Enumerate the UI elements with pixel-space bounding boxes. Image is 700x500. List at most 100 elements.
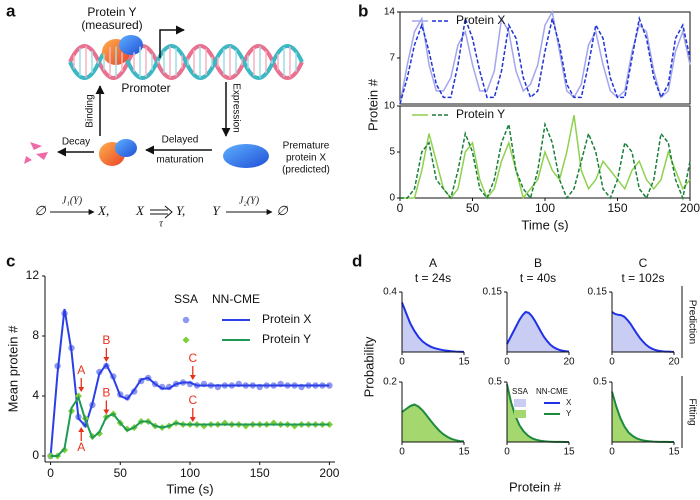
annotation-arrowhead bbox=[189, 417, 196, 422]
promoter-arrow bbox=[159, 25, 185, 58]
label: (measured) bbox=[81, 18, 142, 32]
complex-blob bbox=[115, 139, 137, 157]
line bbox=[400, 121, 691, 201]
y-tick-label: 0.5 bbox=[488, 377, 502, 388]
annotation-label: B bbox=[102, 333, 110, 347]
marker bbox=[182, 316, 190, 324]
diagram: a Protein Y (measured) Promoter Binding … bbox=[6, 1, 330, 229]
x-tick-label: 0 bbox=[47, 466, 54, 480]
row-label: Prediction bbox=[686, 300, 697, 344]
decay-fragment bbox=[30, 142, 42, 150]
protein-x-blob bbox=[223, 144, 269, 168]
x-tick-label: 0 bbox=[399, 357, 405, 368]
annotation-label: A bbox=[77, 440, 85, 454]
column-subtitle: t = 40s bbox=[520, 271, 556, 285]
marker bbox=[61, 446, 69, 454]
label: Delayed bbox=[162, 135, 199, 146]
decay-fragment bbox=[24, 156, 32, 164]
y-axis-label: Mean protein # bbox=[5, 325, 20, 412]
column-title: C bbox=[639, 256, 648, 270]
y-tick-label: 8 bbox=[32, 328, 39, 342]
reaction-rate: J₂(Y) bbox=[239, 195, 260, 206]
x-tick-label: 20 bbox=[563, 357, 575, 368]
x-tick-label: 150 bbox=[250, 466, 270, 480]
label: Protein Y bbox=[87, 5, 136, 19]
x-tick-label: 20 bbox=[668, 357, 680, 368]
x-tick-label: 150 bbox=[607, 201, 627, 215]
x-tick-label: 0 bbox=[397, 201, 404, 215]
decay-fragment bbox=[36, 152, 48, 160]
x-tick-label: 50 bbox=[466, 201, 480, 215]
column-title: A bbox=[429, 256, 437, 270]
area bbox=[402, 404, 464, 442]
x-tick-label: 0 bbox=[504, 357, 510, 368]
x-tick-label: 15 bbox=[458, 357, 470, 368]
reaction-term: ∅ bbox=[276, 203, 288, 218]
label: Decay bbox=[62, 137, 90, 148]
label: Premature bbox=[283, 141, 330, 152]
x-tick-label: 100 bbox=[180, 466, 200, 480]
y-axis-label: Protein # bbox=[365, 78, 380, 131]
line bbox=[50, 395, 330, 457]
reaction-term: Y, bbox=[176, 203, 185, 218]
reaction-rate: τ bbox=[159, 218, 163, 229]
row-label: Fitting bbox=[686, 398, 697, 425]
column-subtitle: t = 24s bbox=[415, 271, 451, 285]
annotation-arrowhead bbox=[103, 409, 110, 415]
reaction-term: X bbox=[135, 203, 145, 218]
legend-swatch bbox=[514, 399, 526, 407]
legend-header: SSA bbox=[512, 387, 529, 396]
annotation-label: C bbox=[188, 351, 197, 365]
y-tick-label: 14 bbox=[384, 7, 396, 18]
line bbox=[401, 403, 465, 443]
protein-y-blob bbox=[119, 35, 143, 55]
y-tick-label: 4 bbox=[32, 388, 39, 402]
line bbox=[399, 9, 691, 105]
x-tick-label: 0 bbox=[609, 447, 615, 458]
y-axis-label: Probability bbox=[361, 336, 376, 397]
label: Binding bbox=[85, 94, 96, 127]
label: protein X bbox=[286, 153, 326, 164]
y-tick-label: 0 bbox=[389, 193, 395, 204]
x-tick-label: 15 bbox=[668, 447, 680, 458]
x-axis-label: Protein # bbox=[509, 479, 562, 494]
marker bbox=[325, 421, 333, 428]
legend-header: NN-CME bbox=[212, 292, 260, 306]
area bbox=[402, 302, 464, 352]
area bbox=[507, 312, 569, 352]
marker bbox=[326, 382, 333, 389]
legend-label: Protein Y bbox=[456, 107, 505, 121]
legend-label: X bbox=[566, 398, 572, 407]
y-tick-label: 7 bbox=[389, 53, 395, 64]
legend-label: Protein X bbox=[262, 312, 311, 326]
arrow bbox=[164, 205, 173, 219]
y-tick-label: 0.4 bbox=[383, 287, 397, 298]
y-tick-label: 12 bbox=[26, 268, 40, 282]
area bbox=[507, 384, 569, 442]
annotation-label: B bbox=[102, 386, 110, 400]
x-axis-label: Time (s) bbox=[521, 217, 568, 232]
annotation-label: C bbox=[188, 393, 197, 407]
legend-header: SSA bbox=[174, 292, 198, 306]
y-tick-label: 10 bbox=[384, 101, 396, 112]
area bbox=[612, 391, 674, 442]
line bbox=[611, 311, 675, 353]
y-tick-label: 0.15 bbox=[483, 287, 503, 298]
reaction-term: ∅ bbox=[34, 203, 46, 218]
legend-label: Y bbox=[566, 409, 572, 418]
reaction-term: Y bbox=[212, 203, 221, 218]
label: Expression bbox=[230, 83, 241, 132]
legend-swatch bbox=[514, 410, 526, 418]
panel-label: d bbox=[352, 251, 362, 270]
x-tick-label: 200 bbox=[680, 201, 700, 215]
panel-label: c bbox=[6, 251, 15, 270]
annotation-label: A bbox=[77, 363, 85, 377]
column-title: B bbox=[534, 256, 542, 270]
legend-header: NN-CME bbox=[536, 387, 568, 396]
x-tick-label: 0 bbox=[399, 447, 405, 458]
y-tick-label: 0.5 bbox=[593, 377, 607, 388]
legend-label: Protein X bbox=[456, 13, 505, 27]
panel-label: a bbox=[6, 1, 16, 20]
x-tick-label: 0 bbox=[504, 447, 510, 458]
